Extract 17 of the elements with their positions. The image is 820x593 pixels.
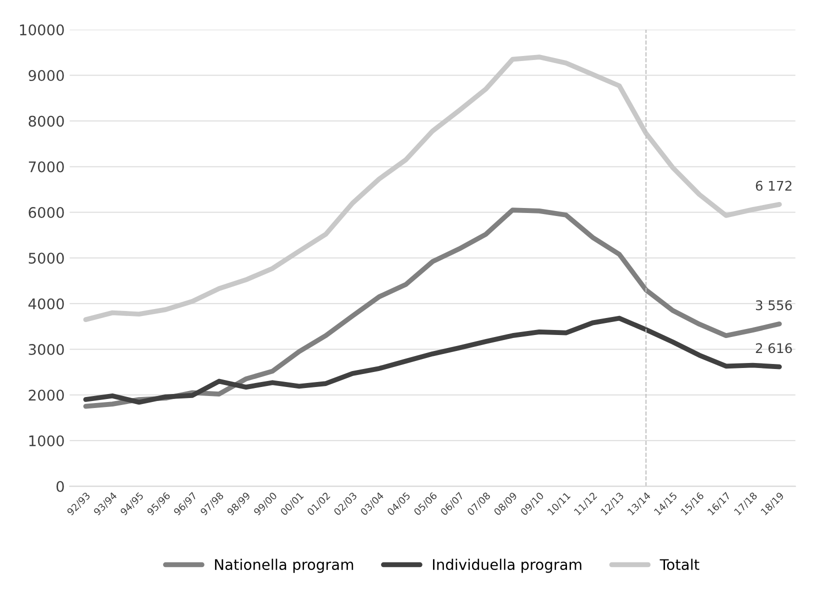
y-tick-label: 4000 <box>28 298 64 310</box>
data-label: 6 172 <box>756 180 792 191</box>
data-label: 2 616 <box>756 343 792 354</box>
legend-label: Totalt <box>660 558 700 570</box>
legend-label: Individuella program <box>433 558 582 573</box>
y-tick-label: 9000 <box>28 70 64 82</box>
y-tick-label: 7000 <box>28 161 64 172</box>
y-tick-label: 5000 <box>28 252 64 264</box>
legend-label: Nationella program <box>215 558 354 573</box>
y-tick-label: 10000 <box>20 24 64 36</box>
y-tick-label: 6000 <box>28 207 64 218</box>
data-label: 3 556 <box>756 300 792 310</box>
y-tick-label: 2000 <box>28 390 64 401</box>
y-tick-label: 8000 <box>28 116 64 127</box>
y-tick-label: 1000 <box>29 435 64 446</box>
y-tick-label: 3000 <box>28 344 64 356</box>
y-tick-label: 0 <box>56 480 64 492</box>
